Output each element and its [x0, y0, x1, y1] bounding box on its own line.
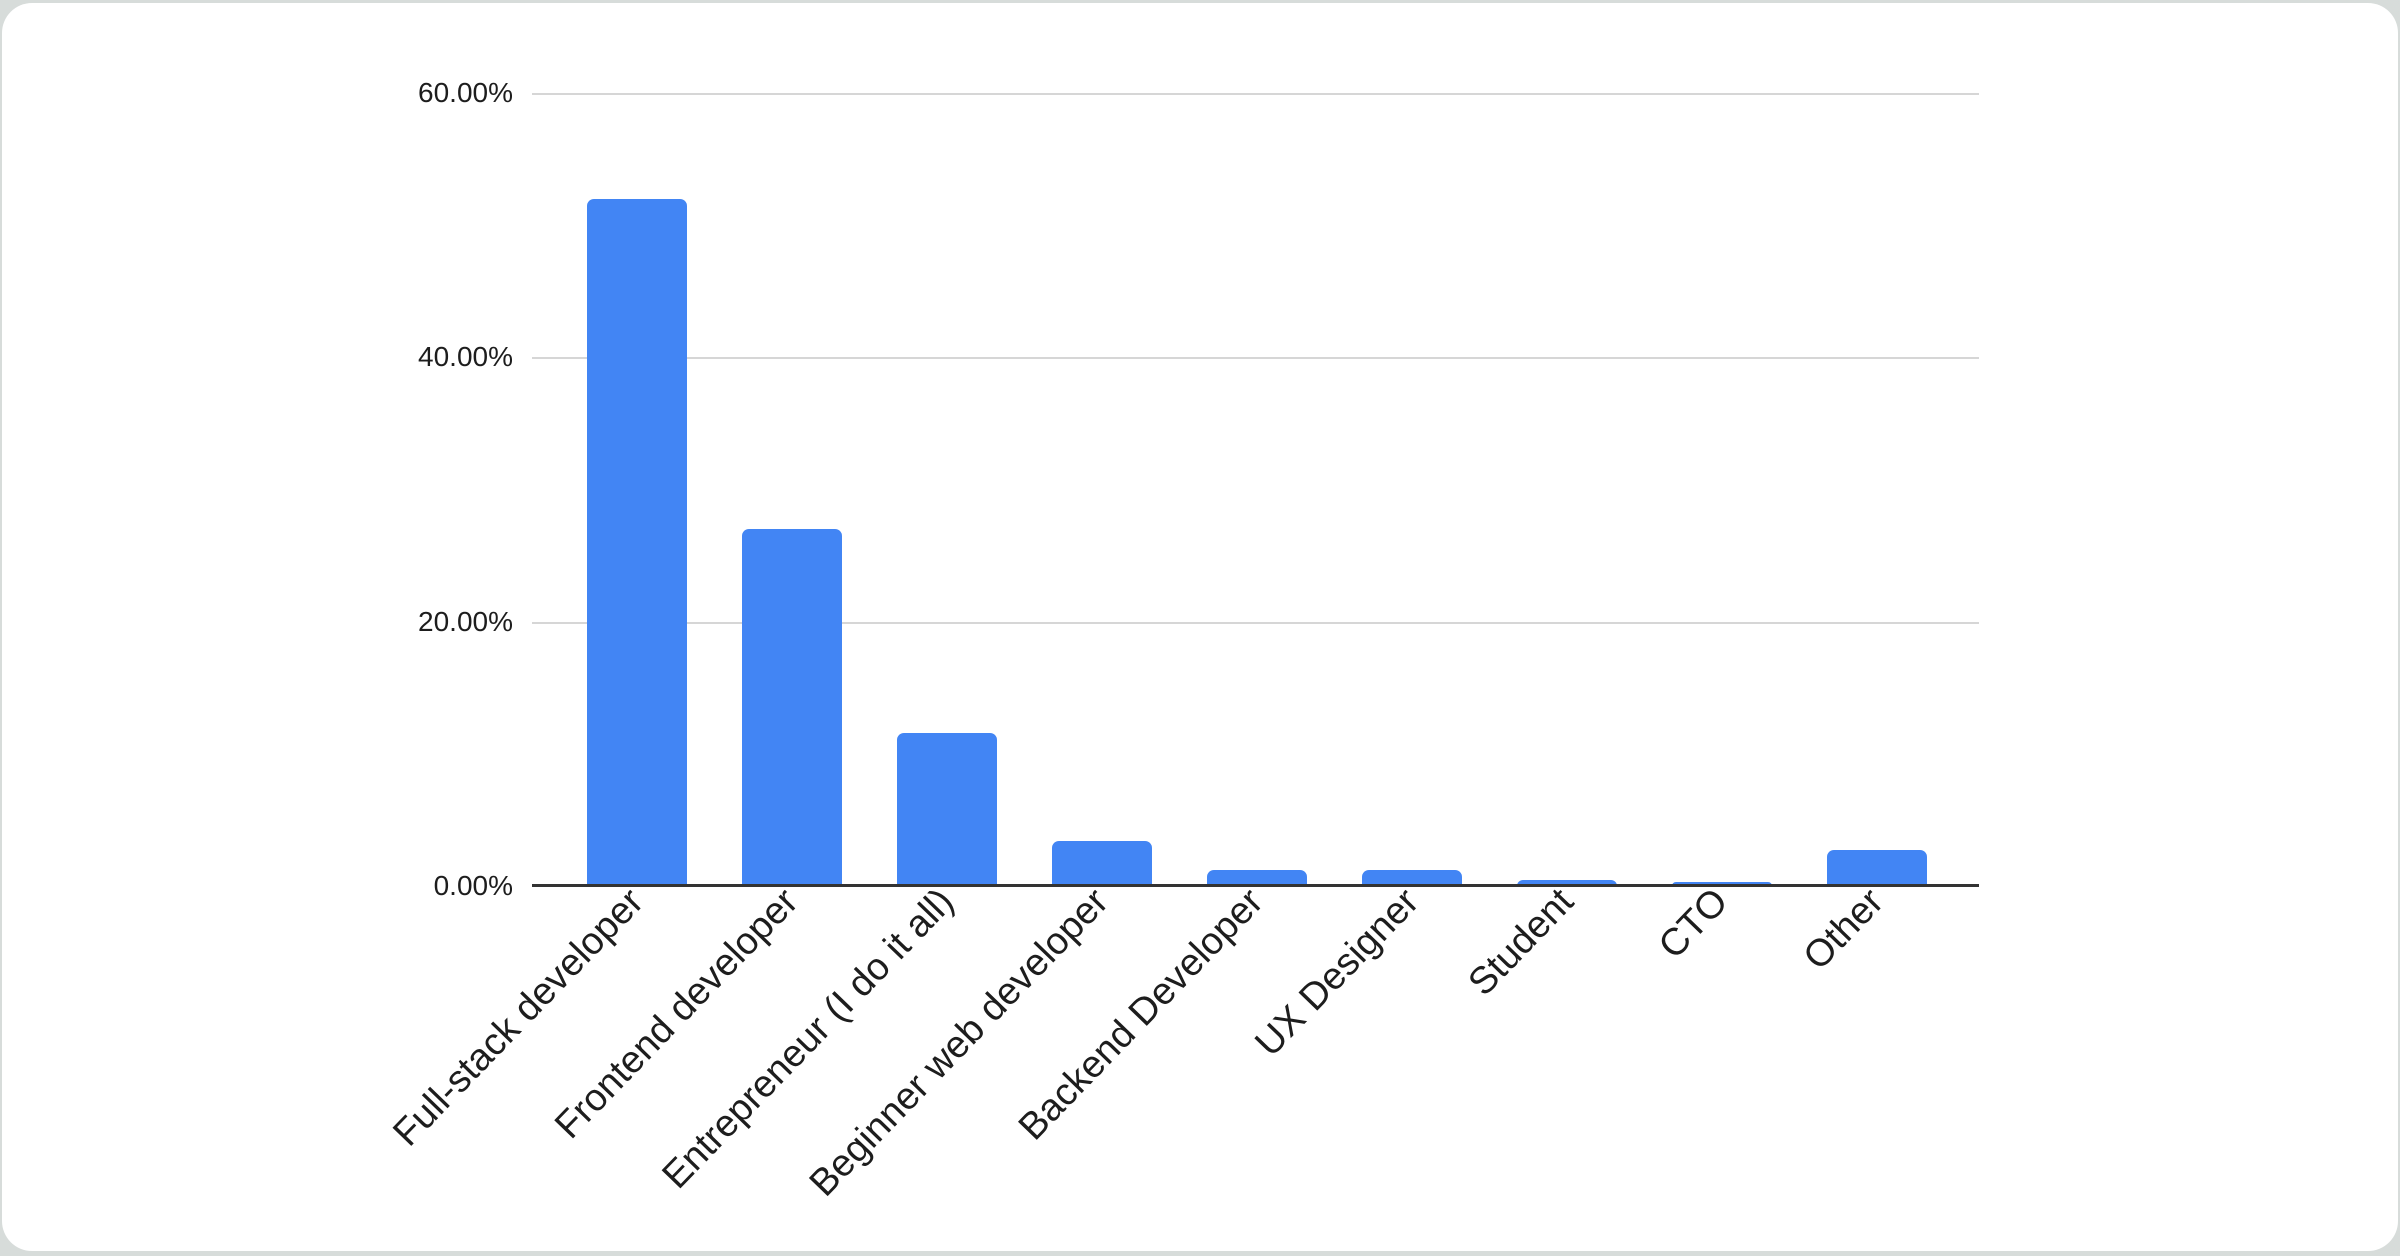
x-axis-category-label: Entrepreneur (I do it all) — [654, 880, 962, 1197]
bar-9[interactable] — [1827, 850, 1927, 886]
y-axis-tick-label: 0.00% — [433, 870, 513, 901]
x-axis-category-label: Full-stack developer — [385, 880, 652, 1155]
y-axis-tick-label: 20.00% — [418, 605, 513, 637]
x-axis-category-label: CTO — [1651, 880, 1737, 967]
y-axis-tick-label: 40.00% — [418, 341, 513, 373]
chart-card: 60.00% 40.00% 20.00% 0.00% Full-stack develo… — [2, 3, 2398, 1251]
bar-7[interactable] — [1517, 880, 1617, 886]
y-axis-tick-label: 60.00% — [418, 77, 513, 108]
gridline — [532, 357, 1979, 360]
x-axis-category-label: Beginner web developer — [801, 880, 1117, 1205]
bar-3[interactable] — [897, 733, 997, 886]
bar-1[interactable] — [587, 199, 687, 886]
gridline — [532, 93, 1979, 95]
x-axis-line — [532, 884, 1979, 887]
bar-6[interactable] — [1362, 870, 1462, 886]
x-axis-category-label: Student — [1460, 880, 1582, 1005]
bar-2[interactable] — [742, 529, 842, 886]
x-axis-category-label: Other — [1795, 880, 1892, 979]
bar-5[interactable] — [1207, 870, 1307, 886]
gridline — [532, 621, 1979, 624]
x-axis-category-label: UX Designer — [1246, 880, 1427, 1065]
bar-4[interactable] — [1052, 841, 1152, 886]
plot-area[interactable] — [532, 93, 1979, 887]
